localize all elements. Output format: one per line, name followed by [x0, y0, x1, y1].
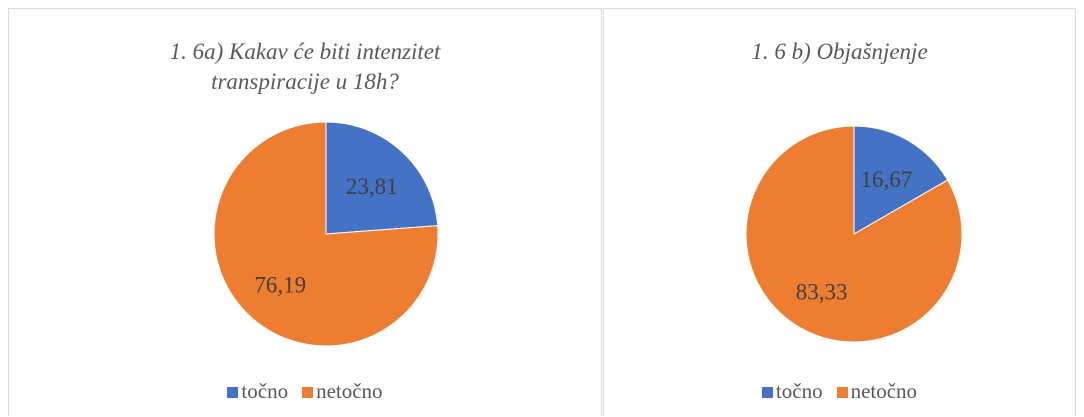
data-label: 76,19 — [254, 273, 306, 298]
legend-label: točno — [241, 379, 289, 403]
data-label: 23,81 — [346, 174, 398, 199]
legend-label: netočno — [850, 379, 918, 403]
legend-label: točno — [775, 379, 823, 403]
chart-panel: 1. 6a) Kakav će biti intenzitet transpir… — [8, 8, 602, 416]
legend: točno netočno — [604, 379, 1075, 404]
pie-slice — [213, 121, 439, 347]
chart-title: 1. 6 b) Objašnjenje — [751, 39, 928, 64]
legend-swatch — [227, 387, 239, 398]
pie-slice — [853, 125, 949, 235]
pie-slice — [745, 125, 963, 343]
chart-panel: 1. 6 b) Objašnjenje 16,67 83,33 točno netočn… — [603, 8, 1076, 416]
chart-title: 1. 6a) Kakav će biti intenzitet transpir… — [169, 39, 441, 94]
pie: 23,81 76,19 — [213, 121, 439, 347]
legend-label: netočno — [316, 379, 383, 403]
pie: 16,67 83,33 — [745, 125, 963, 343]
legend: točno netočno — [9, 379, 601, 404]
data-label: 16,67 — [861, 167, 913, 192]
legend-swatch — [836, 387, 848, 398]
legend-swatch — [302, 387, 314, 398]
legend-swatch — [761, 387, 773, 398]
data-label: 83,33 — [796, 279, 848, 304]
pie-slice — [325, 121, 439, 235]
